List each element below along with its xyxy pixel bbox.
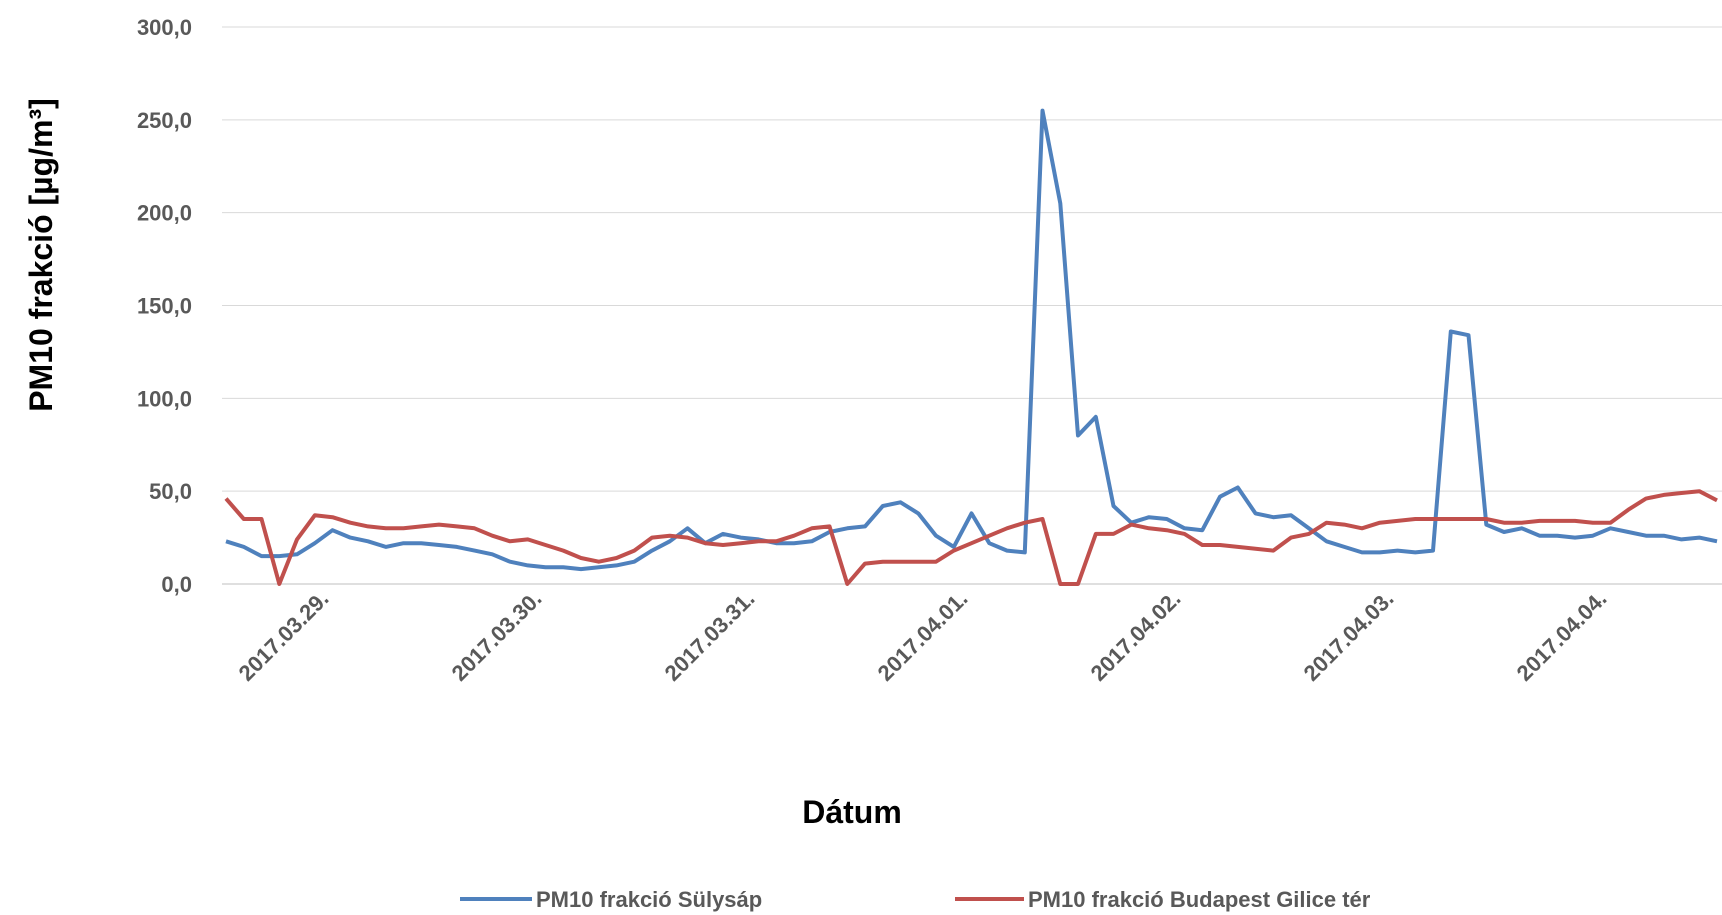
legend: PM10 frakció Sülysáp PM10 frakció Budape… [460, 887, 1371, 912]
x-axis-title: Dátum [802, 794, 902, 830]
legend-label-gilice: PM10 frakció Budapest Gilice tér [1028, 887, 1371, 912]
y-tick-label: 100,0 [137, 386, 192, 411]
y-tick-label: 200,0 [137, 201, 192, 226]
series-lines [224, 108, 1718, 586]
y-tick-label: 300,0 [137, 15, 192, 40]
x-tick-label: 2017.03.29. [234, 586, 334, 686]
x-tick-label: 2017.04.04. [1512, 586, 1612, 686]
y-tick-label: 50,0 [149, 479, 192, 504]
y-axis-title: PM10 frakció [µg/m³] [23, 98, 59, 412]
gridlines [222, 26, 1722, 585]
y-tick-label: 150,0 [137, 294, 192, 319]
y-tick-label: 0,0 [161, 572, 192, 597]
x-tick-label: 2017.03.31. [660, 586, 760, 686]
x-tick-label: 2017.04.01. [873, 586, 973, 686]
x-tick-label: 2017.03.30. [447, 586, 547, 686]
x-tick-label: 2017.04.02. [1086, 586, 1186, 686]
y-tick-label: 250,0 [137, 108, 192, 133]
y-tick-labels: 0,0 50,0 100,0 150,0 200,0 250,0 300,0 [137, 15, 192, 597]
x-tick-labels: 2017.03.29. 2017.03.30. 2017.03.31. 2017.04… [234, 586, 1612, 686]
x-tick-label: 2017.04.03. [1299, 586, 1399, 686]
series-line-sulysap [225, 108, 1718, 572]
series-line-gilice [224, 489, 1718, 586]
legend-label-sulysap: PM10 frakció Sülysáp [536, 887, 762, 912]
